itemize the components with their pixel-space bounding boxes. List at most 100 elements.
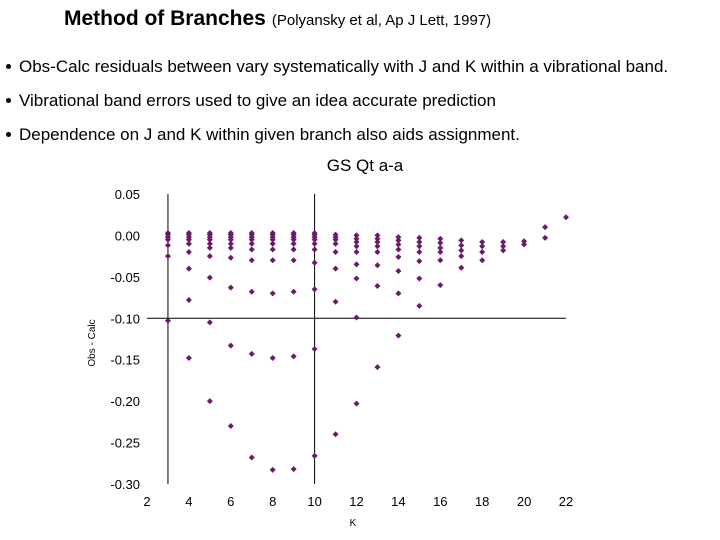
data-point bbox=[395, 234, 402, 241]
data-point bbox=[395, 332, 402, 339]
data-point bbox=[290, 257, 297, 264]
data-point bbox=[416, 275, 423, 282]
data-point bbox=[332, 431, 339, 438]
x-axis-label: K bbox=[350, 518, 357, 529]
data-point bbox=[542, 234, 549, 241]
data-point bbox=[374, 364, 381, 371]
data-point bbox=[269, 246, 276, 253]
data-point bbox=[227, 284, 234, 291]
x-tick-label: 10 bbox=[307, 494, 321, 509]
y-tick-label: -0.20 bbox=[110, 394, 140, 409]
data-point bbox=[290, 236, 297, 243]
data-point bbox=[479, 243, 486, 250]
data-point bbox=[416, 243, 423, 250]
data-point bbox=[206, 253, 213, 260]
data-point bbox=[311, 345, 318, 352]
data-point bbox=[248, 240, 255, 247]
data-point bbox=[353, 235, 360, 242]
data-point bbox=[185, 355, 192, 362]
data-point bbox=[248, 257, 255, 264]
x-tick-label: 2 bbox=[143, 494, 150, 509]
tick-labels: 0.05 0.00 -0.05 -0.10 -0.15 -0.20 -0.25 -0.302 4… bbox=[110, 187, 573, 509]
data-point bbox=[353, 275, 360, 282]
data-point bbox=[542, 224, 549, 231]
data-point bbox=[248, 288, 255, 295]
data-point bbox=[311, 452, 318, 459]
data-point bbox=[269, 240, 276, 247]
x-tick-label: 22 bbox=[559, 494, 573, 509]
x-tick-label: 18 bbox=[475, 494, 489, 509]
y-tick-label: -0.30 bbox=[110, 477, 140, 492]
data-point bbox=[185, 240, 192, 247]
x-tick-label: 16 bbox=[433, 494, 447, 509]
bullet-dot-icon bbox=[6, 64, 11, 69]
x-tick-label: 6 bbox=[227, 494, 234, 509]
x-tick-label: 14 bbox=[391, 494, 405, 509]
title-citation: (Polyansky et al, Ap J Lett, 1997) bbox=[271, 12, 492, 29]
data-point bbox=[332, 240, 339, 247]
data-point bbox=[311, 246, 318, 253]
data-point bbox=[269, 290, 276, 297]
y-axis-label: Obs - Calc bbox=[87, 319, 98, 366]
data-point bbox=[248, 350, 255, 357]
x-tick-label: 8 bbox=[269, 494, 276, 509]
data-point bbox=[353, 314, 360, 321]
data-point bbox=[227, 342, 234, 349]
data-point bbox=[332, 298, 339, 305]
data-points bbox=[164, 214, 569, 473]
data-point bbox=[437, 249, 444, 255]
y-tick-label: -0.10 bbox=[110, 311, 140, 326]
data-point bbox=[479, 239, 486, 246]
data-point bbox=[206, 244, 213, 251]
data-point bbox=[164, 242, 171, 249]
data-point bbox=[374, 239, 381, 246]
data-point bbox=[521, 241, 528, 248]
data-point bbox=[248, 454, 255, 461]
data-point bbox=[395, 237, 402, 244]
x-tick-label: 12 bbox=[349, 494, 363, 509]
data-point bbox=[185, 265, 192, 272]
data-point bbox=[437, 235, 444, 242]
data-point bbox=[311, 236, 318, 243]
data-point bbox=[311, 240, 318, 247]
data-point bbox=[227, 423, 234, 429]
data-point bbox=[395, 241, 402, 248]
data-point bbox=[437, 257, 444, 264]
x-tick-label: 20 bbox=[517, 494, 531, 509]
data-point bbox=[437, 239, 444, 246]
data-point bbox=[290, 240, 297, 247]
scatter-chart: GS Qt a-a 0.05 0.00 -0.05 -0.10 -0.15 -0.20 -0… bbox=[87, 156, 573, 529]
data-point bbox=[248, 236, 255, 243]
data-point bbox=[395, 268, 402, 275]
data-point bbox=[353, 249, 360, 255]
bullet-text: Obs-Calc residuals between vary systemat… bbox=[19, 57, 669, 76]
data-point bbox=[290, 353, 297, 360]
bullet-dot-icon bbox=[6, 132, 11, 137]
data-point bbox=[185, 236, 192, 243]
data-point bbox=[353, 243, 360, 250]
data-point bbox=[206, 240, 213, 247]
data-point bbox=[416, 302, 423, 309]
data-point bbox=[290, 246, 297, 253]
data-point bbox=[227, 254, 234, 261]
data-point bbox=[164, 253, 171, 260]
data-point bbox=[458, 237, 465, 244]
data-point bbox=[416, 258, 423, 265]
data-point bbox=[479, 249, 486, 255]
data-point bbox=[374, 282, 381, 289]
data-point bbox=[395, 253, 402, 260]
data-point bbox=[374, 235, 381, 242]
data-point bbox=[206, 319, 213, 326]
data-point bbox=[332, 236, 339, 243]
data-point bbox=[332, 249, 339, 255]
data-point bbox=[395, 290, 402, 297]
data-point bbox=[479, 257, 486, 264]
chart-title: GS Qt a-a bbox=[327, 156, 404, 175]
data-point bbox=[374, 232, 381, 239]
data-point bbox=[164, 236, 171, 243]
y-tick-label: -0.05 bbox=[110, 270, 140, 285]
x-tick-label: 4 bbox=[185, 494, 192, 509]
data-point bbox=[500, 243, 507, 250]
data-point bbox=[185, 297, 192, 304]
y-tick-label: -0.15 bbox=[110, 353, 140, 368]
